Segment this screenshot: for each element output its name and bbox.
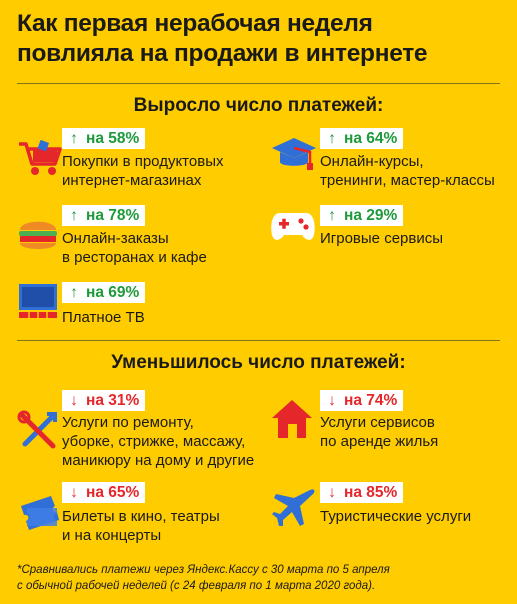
item-label: Онлайн-заказы в ресторанах и кафе xyxy=(62,230,207,266)
change-value: на 74% xyxy=(344,392,398,409)
ticket-icon xyxy=(17,492,61,536)
change-badge: ↑ на 64% xyxy=(320,128,404,149)
decreased-item-tickets: ↓ на 65% Билеты в кино, театры и на конце… xyxy=(17,482,267,544)
decreased-heading: Уменьшилось число платежей: xyxy=(111,352,406,373)
change-value: на 64% xyxy=(344,130,398,147)
item-label: Покупки в продуктовых интернет-магазинах xyxy=(62,153,224,189)
change-badge: ↑ на 58% xyxy=(62,128,146,149)
item-label: Билеты в кино, театры и на концерты xyxy=(62,508,220,544)
increased-item-games: ↑ на 29% Игровые сервисы xyxy=(270,205,510,255)
burger-icon xyxy=(17,217,61,261)
up-arrow-icon: ↑ xyxy=(328,130,336,147)
tools-icon xyxy=(17,410,61,454)
down-arrow-icon: ↓ xyxy=(70,484,78,501)
increased-item-courses: ↑ на 64% Онлайн-курсы, тренинги, мастер-к… xyxy=(270,128,510,189)
change-value: на 31% xyxy=(86,392,140,409)
change-value: на 29% xyxy=(344,207,398,224)
down-arrow-icon: ↓ xyxy=(70,392,78,409)
increased-item-restaurants: ↑ на 78% Онлайн-заказы в ресторанах и каф… xyxy=(17,205,257,266)
up-arrow-icon: ↑ xyxy=(70,130,78,147)
footnote: *Сравнивались платежи через Яндекс.Кассу… xyxy=(17,564,390,592)
change-badge: ↑ на 69% xyxy=(62,282,146,303)
change-value: на 69% xyxy=(86,284,140,301)
decreased-item-tourism: ↓ на 85% Туристические услуги xyxy=(270,482,510,532)
gamepad-icon xyxy=(270,209,315,253)
up-arrow-icon: ↑ xyxy=(328,207,336,224)
change-badge: ↓ на 85% xyxy=(320,482,404,503)
page-title: Как первая нерабочая неделя повлияла на … xyxy=(17,9,507,69)
decreased-item-rentals: ↓ на 74% Услуги сервисов по аренде жилья xyxy=(270,390,510,450)
down-arrow-icon: ↓ xyxy=(328,484,336,501)
change-value: на 65% xyxy=(86,484,140,501)
tv-icon xyxy=(17,282,61,326)
airplane-icon xyxy=(270,486,315,530)
increased-heading: Выросло число платежей: xyxy=(133,95,384,116)
graduation-cap-icon xyxy=(270,134,316,178)
item-label: Услуги по ремонту, уборке, стрижке, масс… xyxy=(62,414,255,469)
change-badge: ↑ на 29% xyxy=(320,205,404,226)
change-badge: ↓ на 74% xyxy=(320,390,404,411)
increased-item-groceries: ↑ на 58% Покупки в продуктовых интернет-м… xyxy=(17,128,257,189)
item-label: Платное ТВ xyxy=(62,309,145,326)
up-arrow-icon: ↑ xyxy=(70,207,78,224)
shopping-cart-icon xyxy=(17,136,62,180)
item-label: Онлайн-курсы, тренинги, мастер-классы xyxy=(320,153,495,189)
change-value: на 78% xyxy=(86,207,140,224)
change-badge: ↓ на 65% xyxy=(62,482,146,503)
item-label: Игровые сервисы xyxy=(320,230,444,247)
increased-item-tv: ↑ на 69% Платное ТВ xyxy=(17,282,257,332)
change-value: на 58% xyxy=(86,130,140,147)
up-arrow-icon: ↑ xyxy=(70,284,78,301)
page-title-text: Как первая нерабочая неделя повлияла на … xyxy=(17,10,428,67)
divider-middle xyxy=(17,340,500,341)
change-badge: ↓ на 31% xyxy=(62,390,146,411)
divider-top xyxy=(17,83,500,84)
item-label: Туристические услуги xyxy=(320,508,472,525)
change-value: на 85% xyxy=(344,484,398,501)
item-label: Услуги сервисов по аренде жилья xyxy=(320,414,439,450)
down-arrow-icon: ↓ xyxy=(328,392,336,409)
change-badge: ↑ на 78% xyxy=(62,205,146,226)
decreased-item-home-services: ↓ на 31% Услуги по ремонту, уборке, стриж… xyxy=(17,390,267,470)
house-icon xyxy=(270,398,314,442)
